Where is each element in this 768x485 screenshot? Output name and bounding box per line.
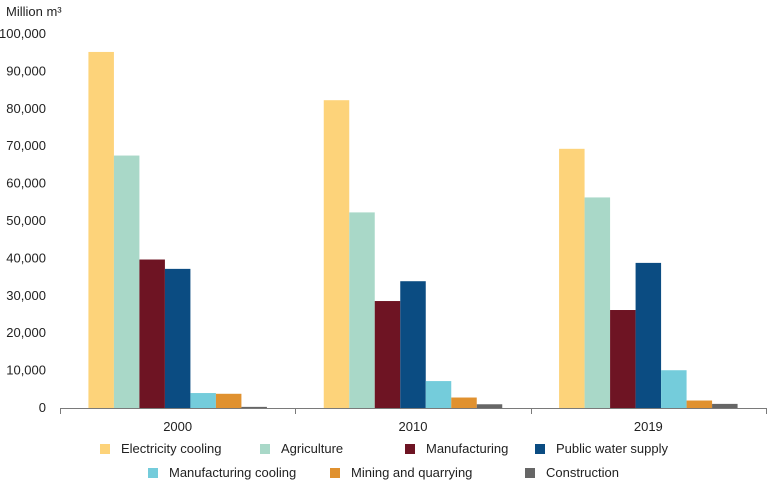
legend-label: Manufacturing cooling — [169, 465, 296, 480]
bar-manufacturing-cooling-2010 — [425, 381, 452, 408]
bar-mining-and-quarrying-2000 — [215, 393, 242, 408]
legend-swatch — [525, 468, 535, 478]
y-tick-label: 50,000 — [6, 213, 46, 228]
bars — [88, 51, 738, 409]
bar-construction-2010 — [476, 404, 503, 408]
x-tick-label: 2010 — [399, 419, 428, 434]
bar-manufacturing-2019 — [610, 310, 636, 408]
bar-public-water-supply-2010 — [400, 281, 426, 408]
legend: Electricity cooling Agriculture Manufactur… — [100, 441, 668, 480]
legend-label: Mining and quarrying — [351, 465, 472, 480]
legend-swatch — [100, 444, 110, 454]
y-tick-label: 0 — [39, 400, 46, 415]
y-tick-label: 70,000 — [6, 138, 46, 153]
bar-public-water-supply-2019 — [635, 262, 662, 408]
bar-agriculture-2000 — [113, 155, 140, 408]
x-tick-label: 2019 — [634, 419, 663, 434]
bar-manufacturing-cooling-2000 — [190, 393, 216, 408]
bar-manufacturing-cooling-2019 — [661, 370, 687, 408]
legend-label: Public water supply — [556, 441, 668, 456]
y-axis: 0 10,000 20,000 30,000 40,000 50,000 60,000 70,… — [0, 26, 46, 415]
bar-electricity-cooling-2000 — [88, 51, 114, 409]
legend-label: Manufacturing — [426, 441, 508, 456]
bar-electricity-cooling-2010 — [323, 100, 350, 408]
legend-label: Agriculture — [281, 441, 343, 456]
y-tick-label: 80,000 — [6, 101, 46, 116]
x-tick-label: 2000 — [163, 419, 192, 434]
x-axis: 2000 2010 2019 — [60, 408, 767, 434]
y-axis-unit-label: Million m³ — [6, 4, 62, 19]
bar-mining-and-quarrying-2010 — [451, 397, 477, 408]
y-tick-label: 60,000 — [6, 176, 46, 191]
y-tick-label: 30,000 — [6, 288, 46, 303]
bar-manufacturing-2000 — [139, 259, 165, 408]
bar-construction-2019 — [712, 403, 738, 408]
bar-manufacturing-2010 — [374, 301, 401, 408]
legend-swatch — [330, 468, 340, 478]
bar-agriculture-2019 — [584, 197, 611, 408]
y-tick-label: 90,000 — [6, 63, 46, 78]
y-tick-label: 20,000 — [6, 325, 46, 340]
y-tick-label: 40,000 — [6, 250, 46, 265]
bar-electricity-cooling-2019 — [559, 148, 585, 408]
y-tick-label: 100,000 — [0, 26, 46, 41]
bar-public-water-supply-2000 — [164, 268, 191, 408]
bar-construction-2000 — [241, 406, 267, 408]
legend-swatch — [535, 444, 545, 454]
y-tick-label: 10,000 — [6, 363, 46, 378]
legend-label: Construction — [546, 465, 619, 480]
legend-label: Electricity cooling — [121, 441, 221, 456]
legend-swatch — [148, 468, 158, 478]
legend-swatch — [405, 444, 415, 454]
legend-swatch — [260, 444, 270, 454]
bar-agriculture-2010 — [349, 212, 375, 408]
bar-mining-and-quarrying-2019 — [686, 400, 713, 408]
